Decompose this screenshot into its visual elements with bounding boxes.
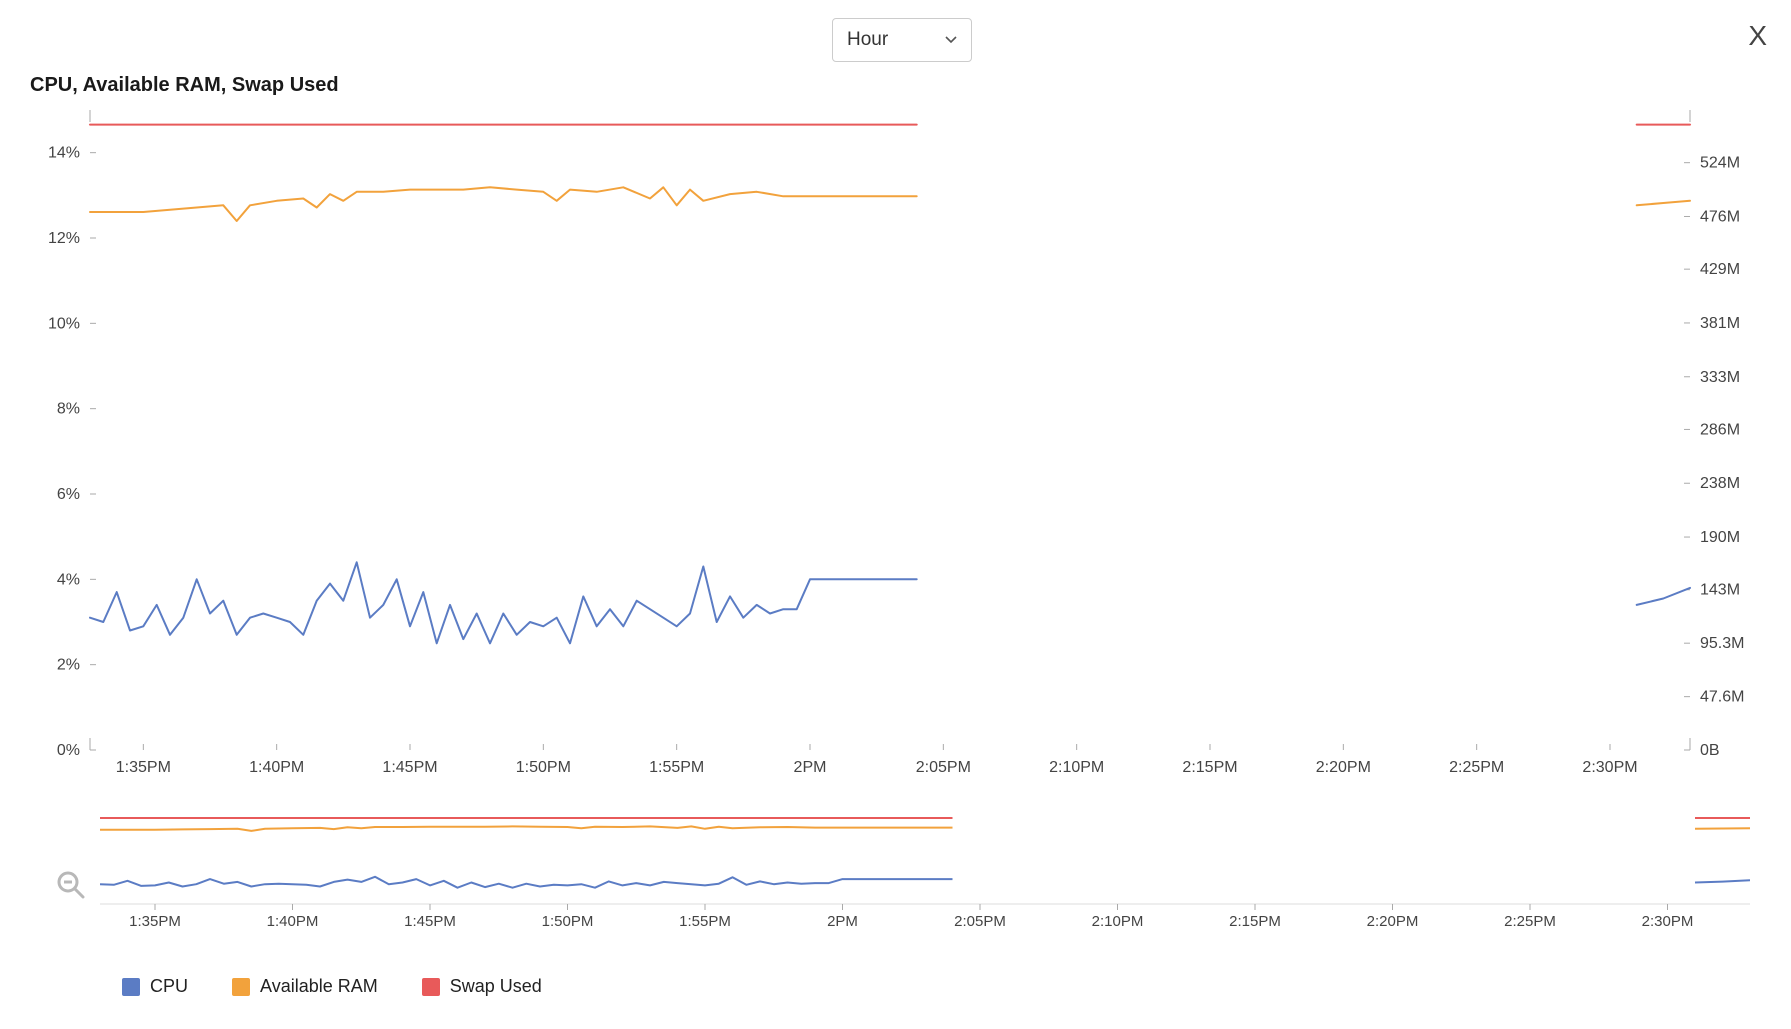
svg-text:0%: 0% <box>57 742 80 759</box>
svg-text:95.3M: 95.3M <box>1700 635 1744 652</box>
close-button[interactable]: X <box>1748 20 1767 52</box>
svg-text:476M: 476M <box>1700 208 1740 225</box>
legend-item-cpu[interactable]: CPU <box>122 976 188 997</box>
legend: CPU Available RAM Swap Used <box>122 976 542 997</box>
zoom-out-button[interactable] <box>56 870 86 905</box>
svg-text:1:50PM: 1:50PM <box>542 913 594 930</box>
svg-text:238M: 238M <box>1700 475 1740 492</box>
svg-text:1:35PM: 1:35PM <box>129 913 181 930</box>
svg-text:1:45PM: 1:45PM <box>382 759 437 776</box>
svg-text:1:50PM: 1:50PM <box>516 759 571 776</box>
svg-text:14%: 14% <box>48 145 80 162</box>
legend-item-ram[interactable]: Available RAM <box>232 976 378 997</box>
svg-text:2PM: 2PM <box>827 913 858 930</box>
legend-label: CPU <box>150 976 188 997</box>
svg-text:2:30PM: 2:30PM <box>1582 759 1637 776</box>
legend-swatch <box>422 978 440 996</box>
svg-text:2:15PM: 2:15PM <box>1182 759 1237 776</box>
svg-text:2:05PM: 2:05PM <box>916 759 971 776</box>
svg-text:0B: 0B <box>1700 742 1720 759</box>
caret-down-icon <box>945 31 957 49</box>
zoom-out-icon <box>56 870 86 900</box>
svg-text:4%: 4% <box>57 571 80 588</box>
main-chart[interactable]: 0% 2% 4% 6% 8% 10% 12% 14% 0B 47.6M 95.3M 143M 190M 2… <box>30 110 1750 790</box>
svg-text:2PM: 2PM <box>794 759 827 776</box>
svg-text:381M: 381M <box>1700 315 1740 332</box>
svg-text:47.6M: 47.6M <box>1700 689 1744 706</box>
svg-text:2:20PM: 2:20PM <box>1316 759 1371 776</box>
svg-text:10%: 10% <box>48 315 80 332</box>
svg-text:2:10PM: 2:10PM <box>1049 759 1104 776</box>
svg-text:333M: 333M <box>1700 369 1740 386</box>
legend-item-swap[interactable]: Swap Used <box>422 976 542 997</box>
svg-text:2:20PM: 2:20PM <box>1367 913 1419 930</box>
legend-swatch <box>122 978 140 996</box>
svg-text:2:10PM: 2:10PM <box>1092 913 1144 930</box>
svg-text:1:40PM: 1:40PM <box>249 759 304 776</box>
svg-text:190M: 190M <box>1700 529 1740 546</box>
svg-text:2:15PM: 2:15PM <box>1229 913 1281 930</box>
svg-text:6%: 6% <box>57 486 80 503</box>
svg-text:1:45PM: 1:45PM <box>404 913 456 930</box>
svg-text:1:55PM: 1:55PM <box>679 913 731 930</box>
dropdown-selected-label: Hour <box>847 29 888 51</box>
svg-text:8%: 8% <box>57 401 80 418</box>
overview-chart[interactable]: 1:35PM 1:40PM 1:45PM 1:50PM 1:55PM 2PM 2:05PM 2… <box>100 812 1750 930</box>
svg-text:2:05PM: 2:05PM <box>954 913 1006 930</box>
svg-text:2:25PM: 2:25PM <box>1504 913 1556 930</box>
svg-text:2:30PM: 2:30PM <box>1642 913 1694 930</box>
svg-text:143M: 143M <box>1700 582 1740 599</box>
svg-text:2:25PM: 2:25PM <box>1449 759 1504 776</box>
svg-text:2%: 2% <box>57 657 80 674</box>
svg-text:429M: 429M <box>1700 261 1740 278</box>
legend-label: Swap Used <box>450 976 542 997</box>
svg-text:524M: 524M <box>1700 155 1740 172</box>
legend-label: Available RAM <box>260 976 378 997</box>
svg-text:12%: 12% <box>48 230 80 247</box>
chart-title: CPU, Available RAM, Swap Used <box>30 74 339 97</box>
svg-text:1:55PM: 1:55PM <box>649 759 704 776</box>
svg-text:286M: 286M <box>1700 421 1740 438</box>
close-icon: X <box>1748 20 1767 51</box>
svg-text:1:35PM: 1:35PM <box>116 759 171 776</box>
legend-swatch <box>232 978 250 996</box>
time-range-dropdown[interactable]: Hour <box>832 18 972 62</box>
svg-text:1:40PM: 1:40PM <box>267 913 319 930</box>
